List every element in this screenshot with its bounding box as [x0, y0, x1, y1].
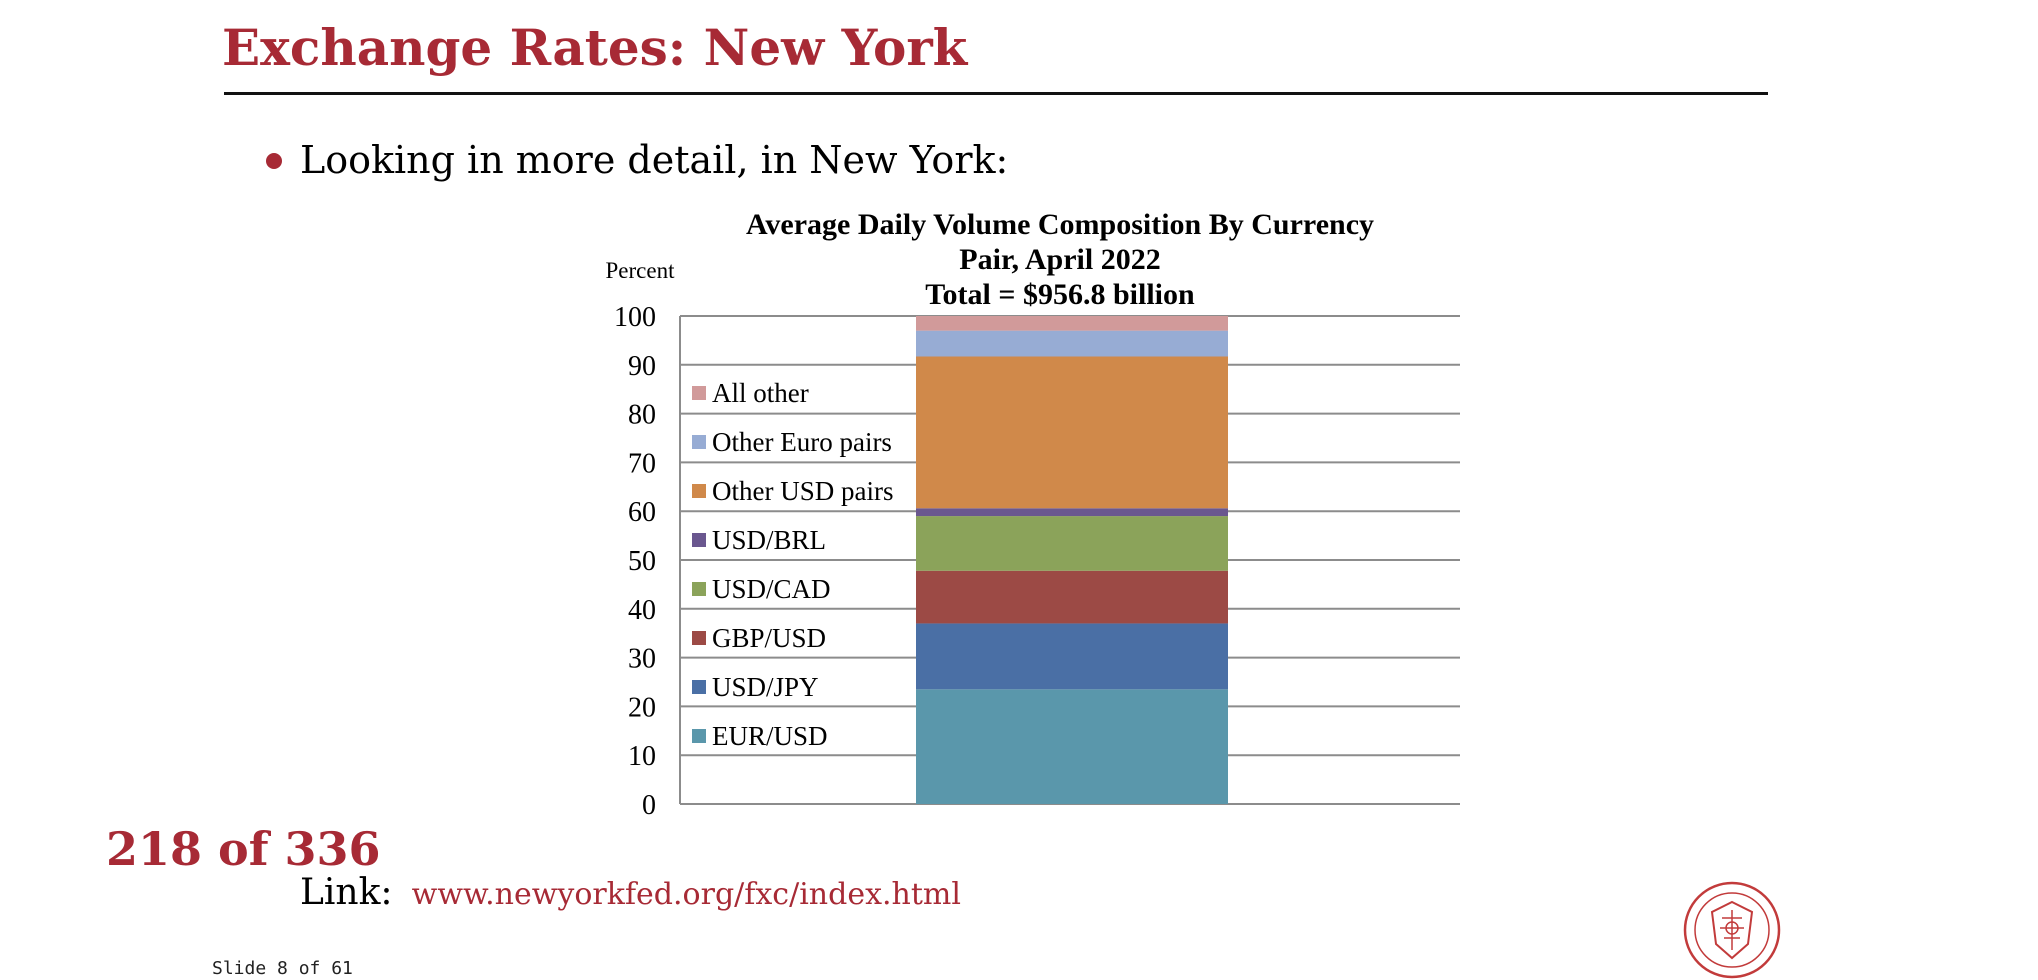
y-tick-50: 50 — [628, 546, 656, 577]
bullet-dot — [266, 153, 282, 169]
legend-label-usd-cad: USD/CAD — [712, 574, 831, 604]
slide-footer: Slide 8 of 61 — [212, 958, 353, 979]
y-tick-70: 70 — [628, 448, 656, 479]
bar-segments — [916, 316, 1228, 804]
chart-title-line-1: Pair, April 2022 — [959, 243, 1160, 276]
bar-segment-usd-brl — [916, 508, 1228, 517]
y-tick-0: 0 — [642, 790, 656, 821]
legend: All other Other Euro pairs Other USD pairs… — [692, 378, 893, 751]
chart-title-line-2: Total = $956.8 billion — [925, 278, 1195, 311]
bar-segment-other-euro-pairs — [916, 330, 1228, 357]
legend-swatch-other-euro-pairs — [692, 435, 706, 449]
legend-label-all-other: All other — [712, 378, 809, 408]
y-tick-90: 90 — [628, 351, 656, 382]
legend-swatch-usd-jpy — [692, 680, 706, 694]
slide-title: Exchange Rates: New York — [222, 18, 968, 77]
chart-title: Average Daily Volume Composition By Curr… — [746, 208, 1374, 311]
legend-swatch-all-other — [692, 386, 706, 400]
legend-swatch-usd-cad — [692, 582, 706, 596]
y-tick-20: 20 — [628, 692, 656, 723]
y-tick-60: 60 — [628, 497, 656, 528]
bullet-text: Looking in more detail, in New York: — [300, 138, 1009, 182]
university-seal-icon — [1683, 881, 1781, 979]
y-tick-80: 80 — [628, 400, 656, 431]
bar-segment-other-usd-pairs — [916, 356, 1228, 509]
bar-segment-usd-cad — [916, 516, 1228, 571]
legend-label-other-usd-pairs: Other USD pairs — [712, 476, 893, 506]
link-row: Link: www.newyorkfed.org/fxc/index.html — [300, 872, 961, 913]
legend-label-eur-usd: EUR/USD — [712, 721, 828, 751]
legend-label-usd-jpy: USD/JPY — [712, 672, 819, 702]
legend-swatch-eur-usd — [692, 729, 706, 743]
legend-label-gbp-usd: GBP/USD — [712, 623, 826, 653]
legend-label-usd-brl: USD/BRL — [712, 525, 826, 555]
source-link[interactable]: www.newyorkfed.org/fxc/index.html — [411, 877, 961, 912]
legend-swatch-other-usd-pairs — [692, 484, 706, 498]
link-label: Link: — [300, 872, 393, 913]
bar-segment-eur-usd — [916, 689, 1228, 804]
y-axis-label: Percent — [606, 258, 676, 283]
slide-counter: 218 of 336 — [106, 822, 381, 876]
chart-title-line-0: Average Daily Volume Composition By Curr… — [746, 208, 1374, 241]
y-tick-40: 40 — [628, 595, 656, 626]
legend-label-other-euro-pairs: Other Euro pairs — [712, 427, 892, 457]
bar-segment-usd-jpy — [916, 623, 1228, 690]
y-tick-100: 100 — [614, 302, 656, 333]
legend-swatch-usd-brl — [692, 533, 706, 547]
bar-segment-all-other — [916, 316, 1228, 331]
y-tick-10: 10 — [628, 741, 656, 772]
y-tick-labels: 0 10 20 30 40 50 60 70 80 90 100 — [614, 302, 656, 821]
legend-swatch-gbp-usd — [692, 631, 706, 645]
bar-segment-gbp-usd — [916, 570, 1228, 624]
y-tick-30: 30 — [628, 644, 656, 675]
title-divider — [224, 92, 1768, 95]
